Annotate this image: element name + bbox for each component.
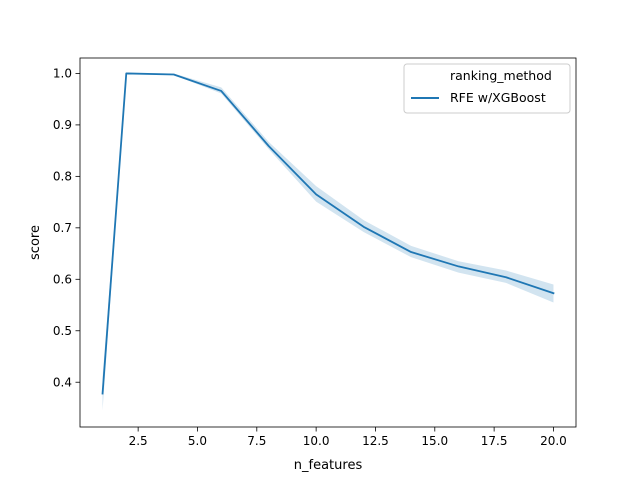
data-point — [553, 292, 555, 294]
x-tick-label: 20.0 — [540, 434, 567, 448]
data-point — [410, 251, 412, 253]
data-point — [458, 266, 460, 268]
x-tick-label: 12.5 — [362, 434, 389, 448]
axes-frame — [79, 57, 577, 428]
x-tick-label: 17.5 — [481, 434, 508, 448]
y-axis-label: score — [28, 225, 43, 260]
x-axis-label: n_features — [294, 458, 363, 473]
x-tick-label: 15.0 — [421, 434, 448, 448]
x-tick-label: 7.5 — [247, 434, 266, 448]
plot-area — [101, 72, 555, 411]
y-tick-label: 0.4 — [53, 376, 72, 390]
data-point — [173, 74, 175, 76]
x-tick-label: 2.5 — [129, 434, 148, 448]
data-point — [102, 393, 104, 395]
x-tick-label: 10.0 — [303, 434, 330, 448]
legend-entry: RFE w/XGBoost — [450, 90, 546, 105]
x-tick-label: 5.0 — [188, 434, 207, 448]
legend-frame — [403, 63, 571, 114]
legend-title: ranking_method — [450, 68, 552, 83]
data-point — [505, 276, 507, 278]
y-tick-label: 0.5 — [53, 324, 72, 338]
y-tick-label: 1.0 — [53, 67, 72, 81]
y-tick-label: 0.6 — [53, 273, 72, 287]
data-point — [268, 145, 270, 147]
y-tick-label: 0.9 — [53, 118, 72, 132]
legend: ranking_method RFE w/XGBoost — [403, 63, 571, 114]
y-tick-label: 0.8 — [53, 170, 72, 184]
data-point — [315, 193, 317, 195]
data-point — [220, 90, 222, 92]
series-line — [101, 72, 555, 395]
data-point — [363, 226, 365, 228]
y-tick-label: 0.7 — [53, 221, 72, 235]
y-axis: 0.4 0.5 0.6 0.7 0.8 0.9 1.0 — [53, 67, 80, 390]
x-axis: 2.5 5.0 7.5 10.0 12.5 15.0 17.5 20.0 — [129, 427, 567, 448]
data-point — [125, 73, 127, 75]
